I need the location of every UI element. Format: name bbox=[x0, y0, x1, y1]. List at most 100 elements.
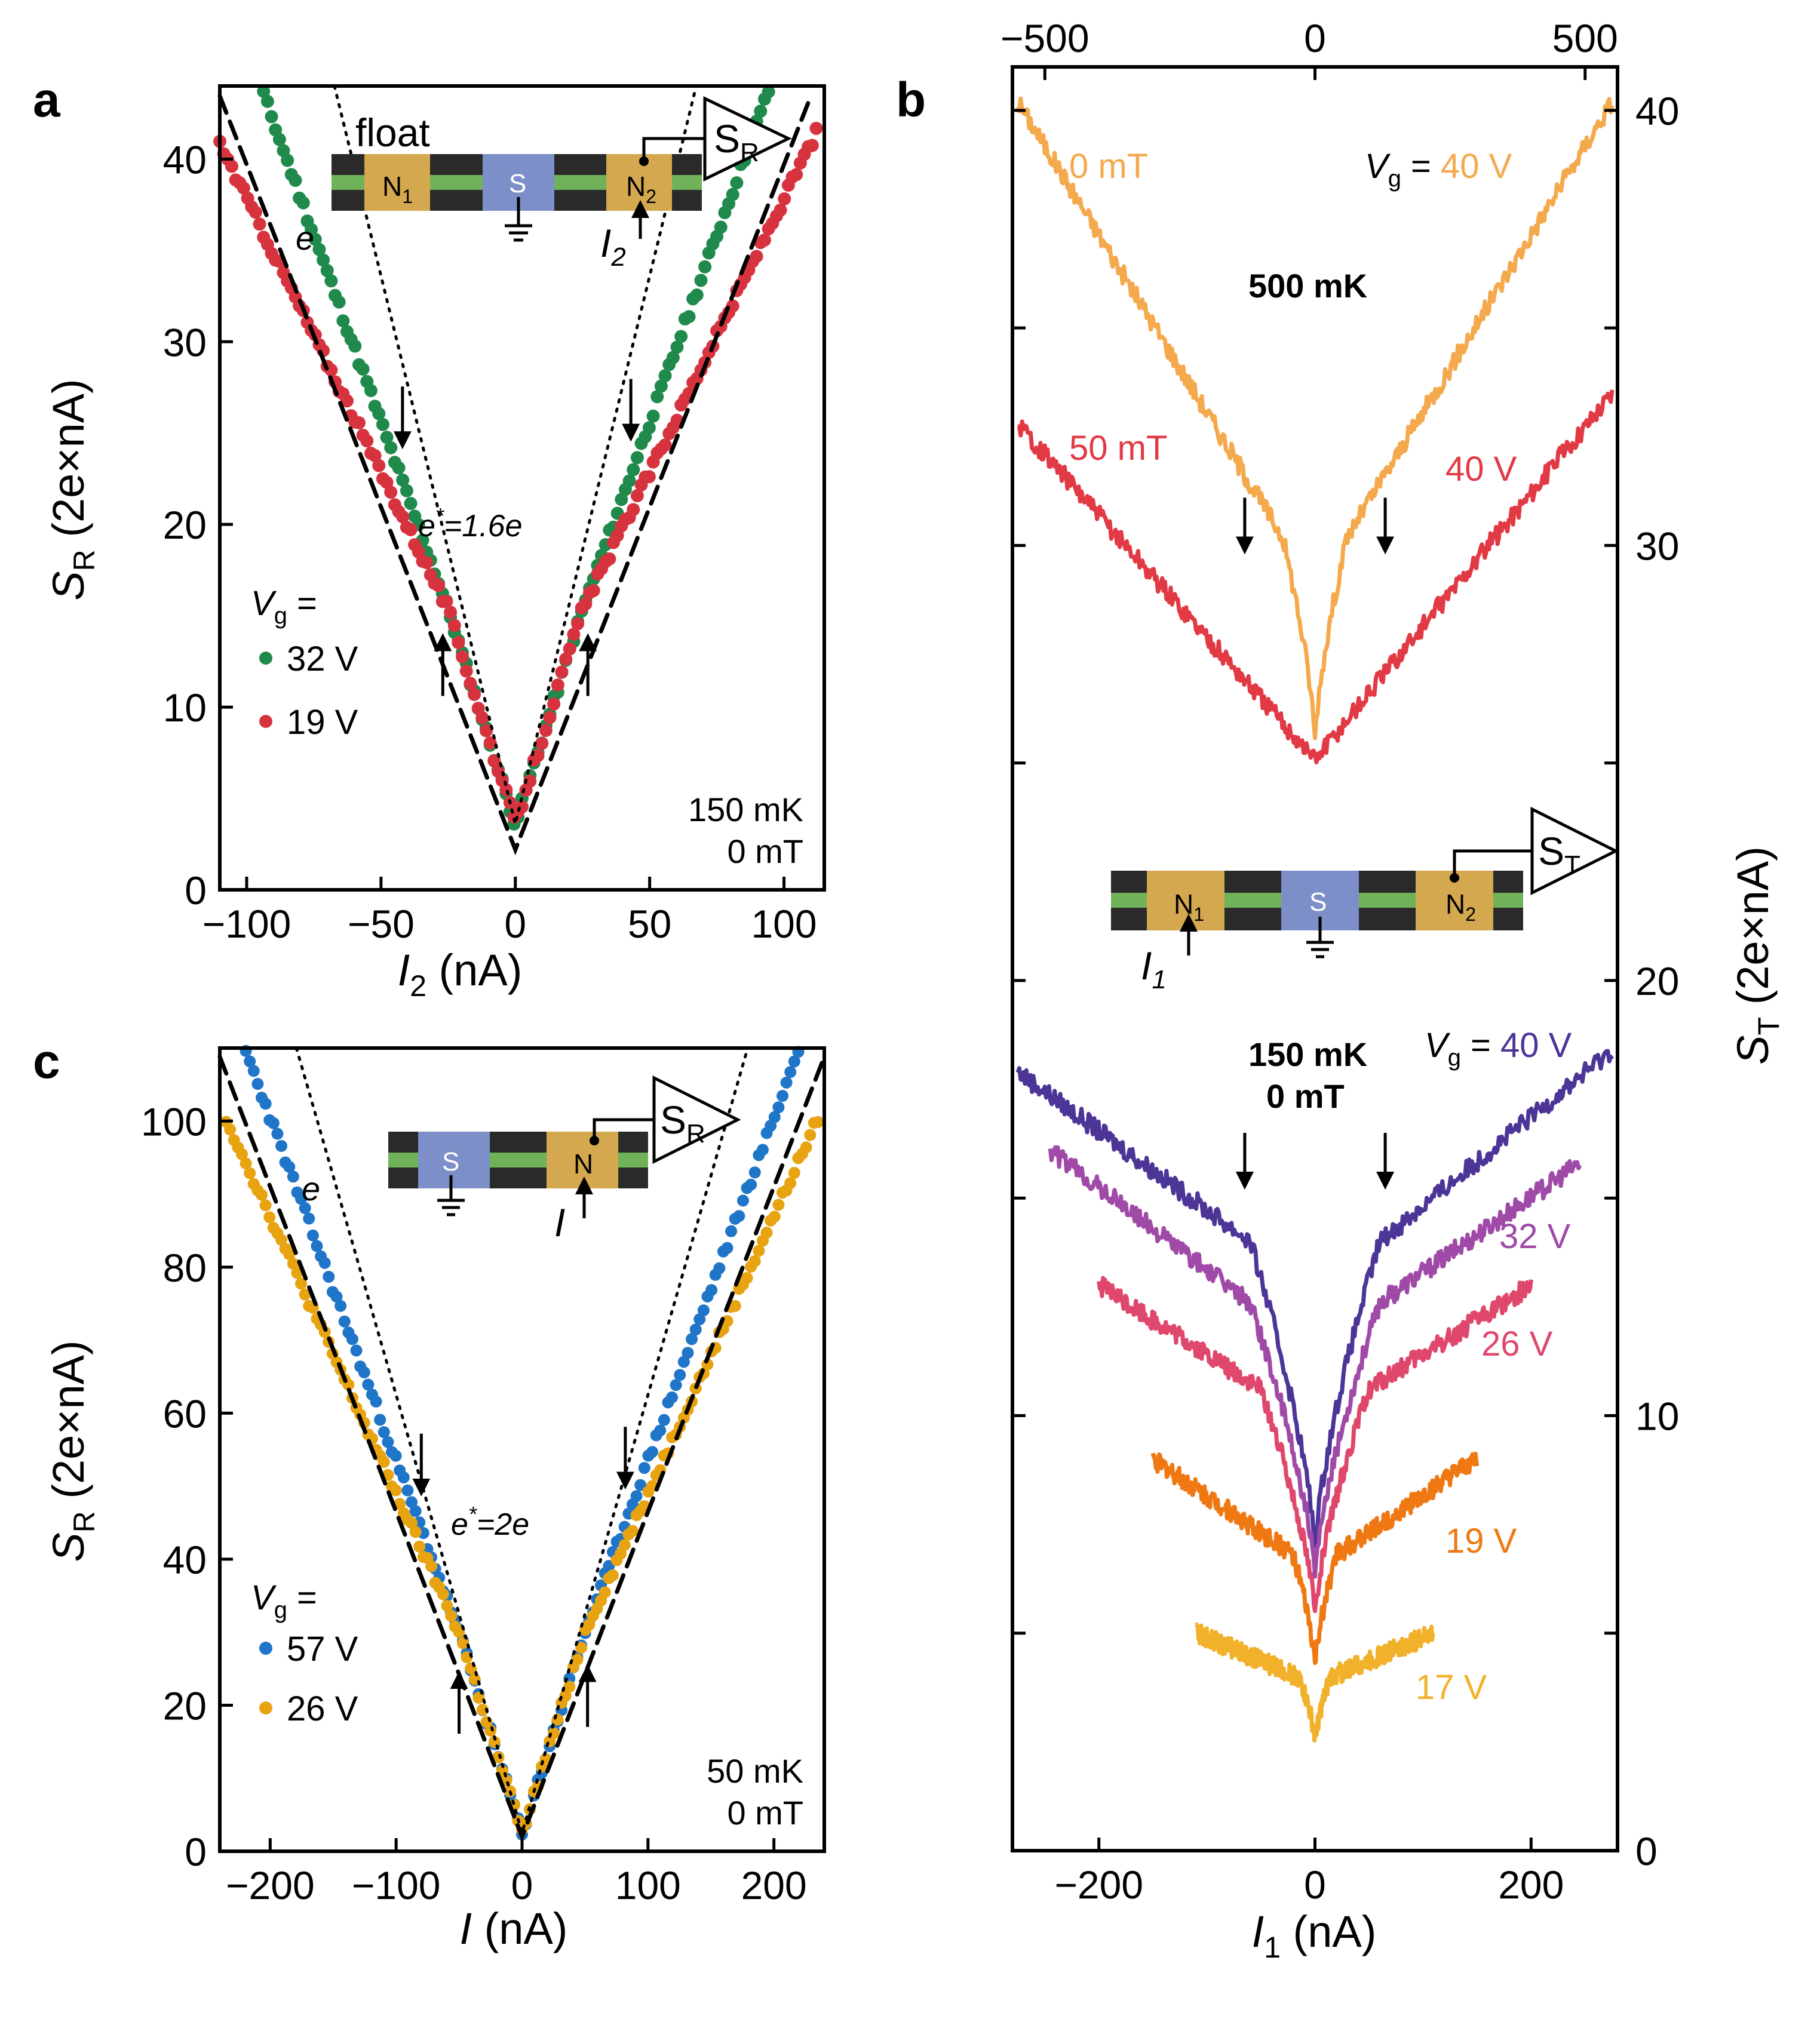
data-point-57v bbox=[389, 1449, 402, 1462]
panel-a-ytick-label: 0 bbox=[185, 868, 207, 912]
data-point-19v bbox=[452, 636, 465, 650]
data-point-19v bbox=[555, 665, 569, 679]
panel-c-temperature: 50 mK bbox=[707, 1752, 803, 1790]
contact-s bbox=[418, 1132, 490, 1188]
data-point-57v bbox=[736, 1194, 749, 1207]
panel-b-frame bbox=[1011, 65, 1619, 1852]
panel-a-frame bbox=[218, 84, 826, 892]
data-point-26v bbox=[768, 1210, 781, 1223]
data-point-19v bbox=[479, 724, 493, 738]
data-point-57v bbox=[654, 1424, 667, 1437]
data-point-19v bbox=[563, 642, 576, 656]
data-point-32v bbox=[312, 242, 326, 256]
panel-c-y-ticks: 0 20 40 60 80 100 bbox=[141, 1099, 233, 1874]
panel-c-ytick-label: 0 bbox=[185, 1830, 207, 1874]
data-point-26v bbox=[748, 1255, 761, 1267]
data-point-57v bbox=[370, 1395, 382, 1408]
panel-b-plot-area bbox=[1015, 96, 1615, 1743]
panel-b-letter: b bbox=[896, 73, 926, 127]
panel-a-ytick-label: 40 bbox=[163, 137, 207, 182]
label-19v: 19 V bbox=[1445, 1522, 1517, 1560]
panel-b-ytick-label: 20 bbox=[1635, 959, 1679, 1003]
data-point-57v bbox=[780, 1076, 793, 1089]
label-s: S bbox=[442, 1147, 459, 1176]
data-point-57v bbox=[267, 1117, 280, 1129]
data-point-19v bbox=[360, 434, 374, 448]
data-point-26v bbox=[235, 1148, 248, 1160]
panel-c-ytick-label: 60 bbox=[163, 1391, 207, 1436]
amplifier-icon bbox=[1530, 806, 1619, 896]
panel-a-plot-area bbox=[213, 84, 823, 856]
amp-wire bbox=[1453, 849, 1532, 878]
panel-c-x-label: I (nA) bbox=[460, 1904, 568, 1953]
data-point-19v bbox=[420, 556, 434, 570]
data-point-19v bbox=[559, 652, 573, 666]
data-point-19v bbox=[531, 749, 545, 763]
data-point-57v bbox=[788, 1055, 800, 1068]
data-point-32v bbox=[726, 188, 739, 201]
panel-c-field: 0 mT bbox=[727, 1794, 803, 1832]
panel-c-plot-area bbox=[217, 1044, 827, 1843]
data-point-57v bbox=[745, 1178, 757, 1191]
panel-b-top-xtick-label: 500 bbox=[1552, 16, 1618, 60]
panel-a-ytick-label: 30 bbox=[163, 320, 207, 364]
data-point-19v bbox=[456, 650, 469, 663]
trace-50mt bbox=[1017, 389, 1615, 764]
data-point-32v bbox=[260, 94, 274, 108]
data-point-26v bbox=[394, 1498, 406, 1510]
panel-a-y-label: SR (2e×nA) bbox=[44, 379, 101, 600]
data-point-26v bbox=[456, 1637, 469, 1649]
data-point-19v bbox=[384, 486, 398, 499]
data-point-19v bbox=[774, 203, 787, 217]
data-point-26v bbox=[437, 1588, 449, 1600]
data-point-26v bbox=[259, 1199, 272, 1212]
panel-c-xtick-label: −200 bbox=[226, 1863, 315, 1907]
data-point-57v bbox=[323, 1271, 335, 1283]
data-point-19v bbox=[535, 736, 549, 750]
label-500mk: 500 mK bbox=[1248, 267, 1367, 305]
data-point-32v bbox=[396, 473, 410, 487]
data-point-26v bbox=[425, 1560, 438, 1572]
data-point-32v bbox=[615, 493, 628, 506]
panel-a-xtick-label: 50 bbox=[628, 902, 671, 946]
trace-0mt bbox=[1015, 96, 1615, 741]
data-point-19v bbox=[539, 724, 553, 738]
panel-b-y-ticks: 0 10 20 30 40 bbox=[1012, 89, 1679, 1873]
data-point-32v bbox=[356, 362, 370, 376]
data-point-19v bbox=[237, 181, 250, 195]
legend-label-32v: 32 V bbox=[287, 640, 358, 678]
data-point-19v bbox=[642, 470, 656, 484]
panel-a-xtick-label: 0 bbox=[504, 902, 526, 946]
data-point-26v bbox=[318, 1326, 331, 1338]
data-point-32v bbox=[630, 451, 644, 465]
data-point-19v bbox=[248, 205, 262, 219]
data-point-57v bbox=[338, 1315, 351, 1328]
data-point-19v bbox=[515, 800, 529, 814]
data-point-19v bbox=[440, 595, 453, 609]
data-point-26v bbox=[406, 1517, 418, 1529]
data-point-57v bbox=[772, 1101, 785, 1114]
amplifier-icon bbox=[703, 96, 792, 182]
data-point-26v bbox=[804, 1129, 817, 1141]
data-point-32v bbox=[364, 383, 377, 397]
data-point-32v bbox=[296, 196, 310, 210]
data-point-19v bbox=[571, 617, 585, 631]
data-point-57v bbox=[697, 1304, 710, 1317]
label-150mk: 150 mK bbox=[1248, 1036, 1367, 1073]
data-point-57v bbox=[756, 1144, 769, 1156]
data-point-57v bbox=[251, 1078, 264, 1090]
data-point-26v bbox=[275, 1234, 288, 1246]
panel-c-letter: c bbox=[33, 1034, 60, 1089]
data-point-32v bbox=[372, 407, 386, 420]
label-40v-red: 40 V bbox=[1445, 450, 1517, 488]
panel-a-field: 0 mT bbox=[727, 832, 803, 870]
data-point-26v bbox=[484, 1724, 497, 1737]
panel-b-top-xtick-label: −500 bbox=[1000, 16, 1089, 60]
fit-label-estar: e*=1.6e bbox=[418, 503, 523, 543]
data-point-57v bbox=[693, 1313, 706, 1326]
current-label: I1 bbox=[1141, 944, 1167, 994]
data-point-26v bbox=[741, 1272, 753, 1285]
label-17v: 17 V bbox=[1416, 1668, 1487, 1707]
data-point-32v bbox=[272, 133, 286, 146]
fit-line-e bbox=[217, 94, 814, 856]
